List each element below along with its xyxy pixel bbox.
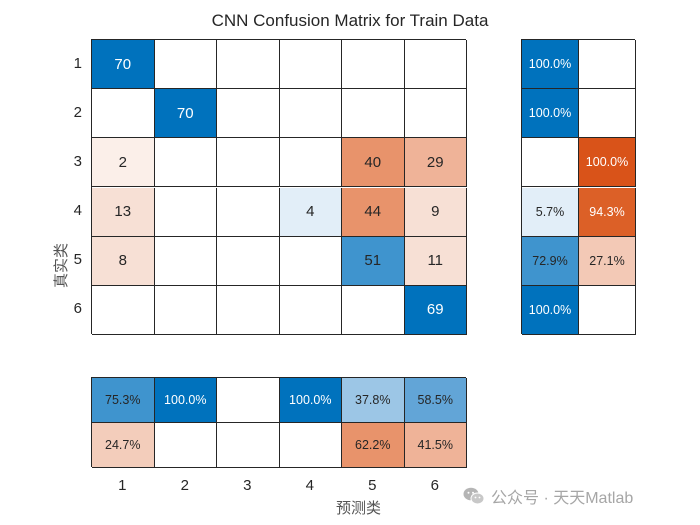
matrix-cell	[92, 89, 155, 139]
matrix-cell	[92, 285, 155, 335]
column-summary-correct-cell: 100.0%	[154, 378, 217, 423]
matrix-cell: 9	[404, 187, 467, 237]
y-tick-label: 3	[73, 152, 82, 170]
row-summary-incorrect-cell: 100.0%	[579, 138, 636, 188]
x-tick-label: 2	[180, 477, 189, 494]
matrix-cell: 44	[342, 187, 405, 237]
row-summary-correct-cell: 5.7%	[522, 187, 579, 237]
column-summary: 75.3% 24.7% 100.0% 100.0% 37.8% 62.2% 58.5% 41.…	[91, 377, 467, 468]
y-tick-label: 4	[73, 202, 82, 220]
x-tick-label: 3	[243, 477, 252, 494]
row-summary-correct-cell	[522, 138, 579, 188]
y-tick-label: 2	[73, 103, 82, 121]
matrix-cell	[217, 236, 280, 286]
column-summary-correct-cell	[217, 378, 280, 423]
wechat-icon	[463, 487, 485, 505]
y-tick-label: 1	[73, 54, 82, 72]
row-summary-incorrect-cell	[579, 40, 636, 90]
column-summary-incorrect-cell	[217, 423, 280, 468]
matrix-cell	[342, 89, 405, 139]
matrix-cell	[154, 236, 217, 286]
matrix-cell	[279, 89, 342, 139]
matrix-cell	[279, 285, 342, 335]
matrix-cell	[279, 138, 342, 188]
matrix-cell: 29	[404, 138, 467, 188]
row-summary-correct-cell: 72.9%	[522, 236, 579, 286]
column-summary-incorrect-cell: 24.7%	[92, 423, 155, 468]
y-axis-title: 真实类	[52, 242, 71, 289]
matrix-cell: 11	[404, 236, 467, 286]
matrix-cell	[404, 89, 467, 139]
matrix-cell	[217, 285, 280, 335]
x-tick-label: 4	[305, 477, 314, 494]
column-summary-incorrect-cell: 41.5%	[404, 423, 467, 468]
matrix-cell	[154, 187, 217, 237]
y-tick-label: 5	[73, 251, 82, 269]
row-summary-correct-cell: 100.0%	[522, 285, 579, 335]
row-summary-correct-cell: 100.0%	[522, 89, 579, 139]
matrix-cell	[279, 236, 342, 286]
column-summary-incorrect-cell	[279, 423, 342, 468]
matrix-cell	[217, 89, 280, 139]
matrix-cell	[279, 40, 342, 90]
row-summary-incorrect-cell: 27.1%	[579, 236, 636, 286]
column-summary-correct-cell: 37.8%	[342, 378, 405, 423]
y-tick-label: 6	[73, 300, 82, 318]
confusion-matrix: 70 70 2 40 29 13 4 44 9 8 51 11 69	[91, 39, 467, 335]
watermark: 公众号 · 天天Matlab	[463, 484, 633, 508]
matrix-cell	[217, 40, 280, 90]
row-summary-incorrect-cell	[579, 285, 636, 335]
matrix-cell: 13	[92, 187, 155, 237]
x-tick-label: 6	[430, 477, 439, 494]
matrix-cell	[154, 138, 217, 188]
matrix-cell: 70	[154, 89, 217, 139]
matrix-cell: 51	[342, 236, 405, 286]
matrix-cell: 70	[92, 40, 155, 90]
row-summary: 100.0% 100.0% 100.0% 5.7% 94.3% 72.9% 27.1% 100…	[521, 39, 636, 335]
column-summary-correct-cell: 100.0%	[279, 378, 342, 423]
row-summary-incorrect-cell	[579, 89, 636, 139]
matrix-cell: 40	[342, 138, 405, 188]
matrix-cell	[154, 40, 217, 90]
watermark-text: 公众号 · 天天Matlab	[491, 490, 634, 507]
chart-title: CNN Confusion Matrix for Train Data	[211, 11, 489, 30]
matrix-cell	[404, 40, 467, 90]
column-summary-correct-cell: 58.5%	[404, 378, 467, 423]
x-axis-title: 预测类	[336, 499, 382, 517]
matrix-cell: 2	[92, 138, 155, 188]
column-summary-correct-cell: 75.3%	[92, 378, 155, 423]
row-summary-correct-cell: 100.0%	[522, 40, 579, 90]
matrix-cell	[342, 285, 405, 335]
matrix-cell	[217, 138, 280, 188]
column-summary-incorrect-cell	[154, 423, 217, 468]
matrix-cell: 4	[279, 187, 342, 237]
x-tick-label: 5	[368, 477, 377, 494]
matrix-cell: 8	[92, 236, 155, 286]
matrix-cell	[154, 285, 217, 335]
matrix-cell: 69	[404, 285, 467, 335]
column-summary-incorrect-cell: 62.2%	[342, 423, 405, 468]
matrix-cell	[342, 40, 405, 90]
matrix-cell	[217, 187, 280, 237]
x-tick-label: 1	[118, 477, 127, 494]
row-summary-incorrect-cell: 94.3%	[579, 187, 636, 237]
